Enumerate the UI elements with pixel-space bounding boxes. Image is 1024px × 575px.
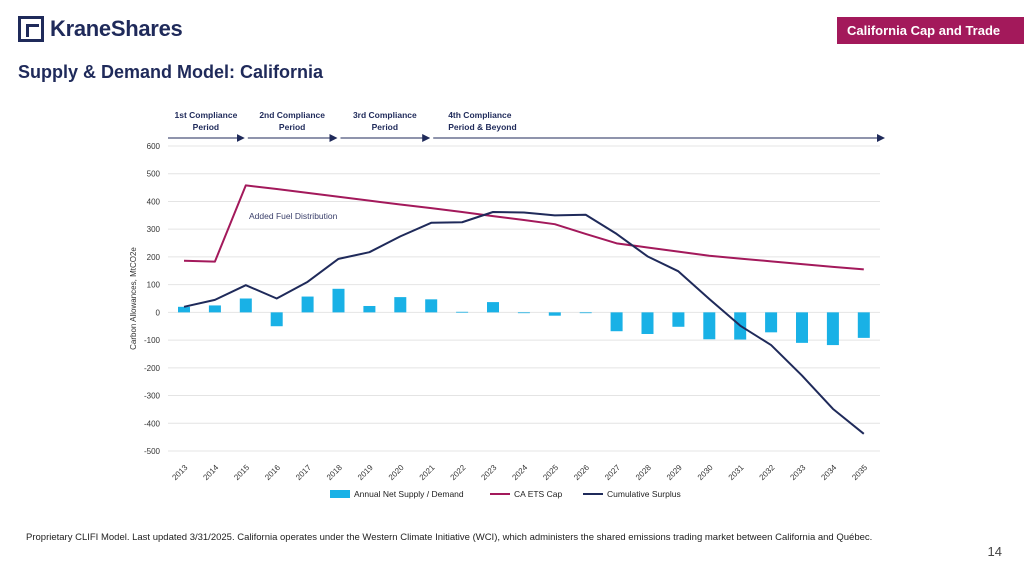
period-label-line2: Period & Beyond xyxy=(448,122,516,132)
bar-net-supply-demand xyxy=(641,312,654,334)
x-tick-label: 2033 xyxy=(788,463,807,482)
bar-net-supply-demand xyxy=(425,299,438,313)
bar-net-supply-demand xyxy=(610,312,623,332)
bar-net-supply-demand xyxy=(796,312,808,343)
y-tick-label: 400 xyxy=(147,197,161,206)
y-tick-label: -200 xyxy=(144,364,161,373)
y-tick-label: 300 xyxy=(147,225,161,234)
x-tick-label: 2018 xyxy=(325,463,344,482)
x-tick-label: 2017 xyxy=(294,463,313,482)
period-label: 4th Compliance xyxy=(448,110,512,120)
page-title: Supply & Demand Model: California xyxy=(18,62,324,82)
legend-label: Cumulative Surplus xyxy=(607,489,681,499)
logo-text: KraneShares xyxy=(50,16,183,41)
period-label-line2: Period xyxy=(193,122,219,132)
bar-net-supply-demand xyxy=(456,311,469,313)
bar-net-supply-demand xyxy=(332,288,345,313)
logo-mark-icon xyxy=(18,16,44,42)
period-label-line2: Period xyxy=(279,122,305,132)
bar-net-supply-demand xyxy=(178,306,190,313)
y-tick-label: 600 xyxy=(147,142,161,151)
footnote: Proprietary CLIFI Model. Last updated 3/… xyxy=(26,532,873,543)
x-tick-label: 2013 xyxy=(170,463,189,482)
x-tick-label: 2022 xyxy=(449,463,468,482)
bar-net-supply-demand xyxy=(703,312,716,340)
brand-logo: KraneShares xyxy=(18,16,183,42)
x-tick-label: 2032 xyxy=(758,463,777,482)
y-tick-label: -300 xyxy=(144,392,161,401)
section-badge: California Cap and Trade xyxy=(837,17,1024,44)
x-tick-label: 2024 xyxy=(510,463,529,482)
bar-net-supply-demand xyxy=(579,312,592,314)
x-tick-label: 2027 xyxy=(603,463,622,482)
period-label: 2nd Compliance xyxy=(259,110,325,120)
x-tick-label: 2014 xyxy=(201,463,220,482)
y-tick-label: 100 xyxy=(147,281,161,290)
y-tick-label: -400 xyxy=(144,419,161,428)
x-tick-label: 2019 xyxy=(356,463,375,482)
x-tick-label: 2016 xyxy=(263,463,282,482)
x-tick-label: 2030 xyxy=(696,463,715,482)
legend-swatch-bar xyxy=(330,490,350,498)
x-tick-label: 2025 xyxy=(541,463,560,482)
bar-net-supply-demand xyxy=(765,312,778,333)
y-axis-label: Carbon Allowances, MtCO2e xyxy=(129,247,138,350)
x-tick-label: 2021 xyxy=(418,463,437,482)
period-label-line2: Period xyxy=(372,122,398,132)
page-number: 14 xyxy=(987,544,1002,559)
x-tick-label: 2028 xyxy=(634,463,653,482)
legend-label: CA ETS Cap xyxy=(514,489,562,499)
bar-net-supply-demand xyxy=(363,305,376,313)
x-tick-label: 2031 xyxy=(727,463,746,482)
y-tick-label: -100 xyxy=(144,336,161,345)
bar-net-supply-demand xyxy=(487,302,499,313)
y-tick-label: 500 xyxy=(147,170,161,179)
bar-net-supply-demand xyxy=(826,312,839,346)
bar-net-supply-demand xyxy=(208,305,221,313)
x-tick-label: 2020 xyxy=(387,463,406,482)
bar-net-supply-demand xyxy=(301,296,314,313)
x-tick-label: 2034 xyxy=(819,463,838,482)
x-tick-label: 2035 xyxy=(850,463,869,482)
bar-net-supply-demand xyxy=(548,312,561,316)
period-label: 3rd Compliance xyxy=(353,110,417,120)
x-tick-label: 2026 xyxy=(572,463,591,482)
x-tick-label: 2023 xyxy=(479,463,498,482)
x-tick-label: 2015 xyxy=(232,463,251,482)
annotation-added-fuel-distribution: Added Fuel Distribution xyxy=(249,211,338,221)
period-label: 1st Compliance xyxy=(174,110,237,120)
line-ca-ets-cap xyxy=(183,184,864,271)
bar-net-supply-demand xyxy=(394,297,407,313)
bar-net-supply-demand xyxy=(672,312,685,327)
y-tick-label: -500 xyxy=(144,447,161,456)
bar-net-supply-demand xyxy=(239,298,252,313)
bar-net-supply-demand xyxy=(517,312,530,314)
y-tick-label: 200 xyxy=(147,253,161,262)
legend-label: Annual Net Supply / Demand xyxy=(354,489,464,499)
bar-net-supply-demand xyxy=(270,312,283,327)
x-tick-label: 2029 xyxy=(665,463,684,482)
y-tick-label: 0 xyxy=(156,308,161,317)
line-cumulative-surplus xyxy=(183,210,865,435)
bar-net-supply-demand xyxy=(857,312,870,338)
